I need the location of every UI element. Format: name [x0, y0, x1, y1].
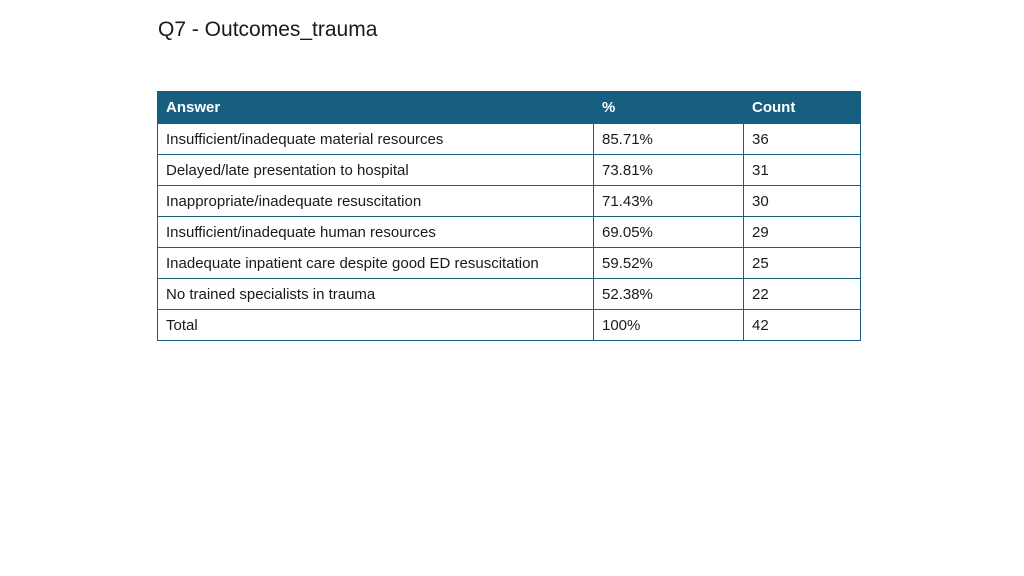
percent-cell: 85.71%	[593, 123, 744, 155]
table-header-row: Answer % Count	[157, 91, 861, 124]
column-header-percent: %	[593, 91, 744, 124]
percent-cell: 69.05%	[593, 216, 744, 248]
table-row: Insufficient/inadequate material resourc…	[157, 123, 861, 155]
percent-cell: 100%	[593, 309, 744, 341]
answer-cell: Insufficient/inadequate material resourc…	[157, 123, 594, 155]
results-table: Answer % Count Insufficient/inadequate m…	[157, 91, 861, 341]
slide-title: Q7 - Outcomes_trauma	[158, 18, 378, 41]
answer-cell: No trained specialists in trauma	[157, 278, 594, 310]
table-row-total: Total 100% 42	[157, 309, 861, 341]
table-row: Insufficient/inadequate human resources …	[157, 216, 861, 248]
answer-cell: Total	[157, 309, 594, 341]
table-row: Delayed/late presentation to hospital 73…	[157, 154, 861, 186]
percent-cell: 52.38%	[593, 278, 744, 310]
column-header-answer: Answer	[157, 91, 594, 124]
percent-cell: 73.81%	[593, 154, 744, 186]
percent-cell: 71.43%	[593, 185, 744, 217]
answer-cell: Delayed/late presentation to hospital	[157, 154, 594, 186]
table-row: No trained specialists in trauma 52.38% …	[157, 278, 861, 310]
count-cell: 25	[743, 247, 861, 279]
table-row: Inadequate inpatient care despite good E…	[157, 247, 861, 279]
count-cell: 22	[743, 278, 861, 310]
percent-cell: 59.52%	[593, 247, 744, 279]
count-cell: 31	[743, 154, 861, 186]
count-cell: 42	[743, 309, 861, 341]
count-cell: 29	[743, 216, 861, 248]
answer-cell: Insufficient/inadequate human resources	[157, 216, 594, 248]
answer-cell: Inappropriate/inadequate resuscitation	[157, 185, 594, 217]
results-table-container: Answer % Count Insufficient/inadequate m…	[157, 91, 861, 341]
count-cell: 30	[743, 185, 861, 217]
table-row: Inappropriate/inadequate resuscitation 7…	[157, 185, 861, 217]
column-header-count: Count	[743, 91, 861, 124]
answer-cell: Inadequate inpatient care despite good E…	[157, 247, 594, 279]
count-cell: 36	[743, 123, 861, 155]
